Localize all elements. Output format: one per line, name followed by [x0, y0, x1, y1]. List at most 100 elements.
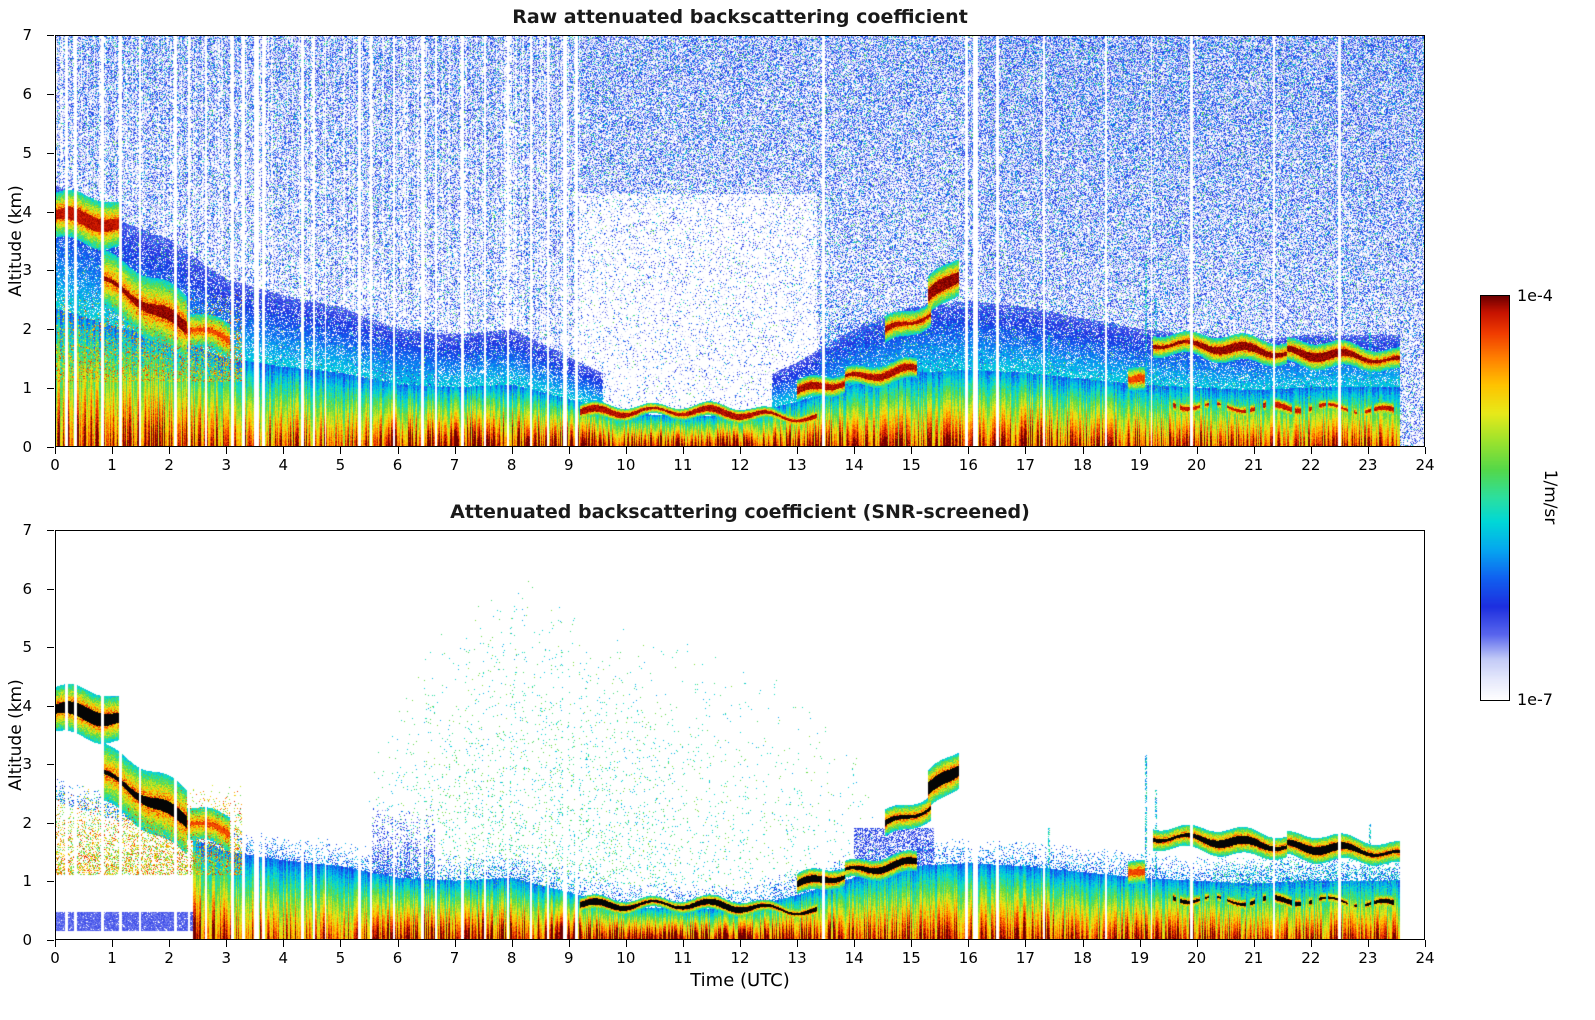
x-tick-mark: [740, 447, 741, 454]
y-tick-label: 6: [22, 84, 32, 103]
x-tick-mark: [1367, 447, 1369, 454]
raw-panel-y-tick-labels: 0 1 2 3 4 5 6 7: [0, 26, 44, 456]
x-tick-mark: [55, 940, 56, 947]
x-tick-mark: [797, 447, 799, 454]
x-tick-label: 4: [278, 456, 289, 474]
x-tick-mark: [226, 940, 228, 947]
x-tick-mark: [1425, 447, 1426, 454]
x-tick-label: 8: [506, 949, 517, 967]
x-tick-label: 5: [335, 949, 346, 967]
y-tick-label: 3: [22, 755, 32, 774]
x-tick-label: 1: [107, 456, 117, 474]
x-axis-label: Time (UTC): [690, 970, 790, 991]
x-tick-label: 18: [1072, 949, 1093, 967]
x-tick-mark: [1082, 940, 1084, 947]
raw-panel-x-tick-marks: [55, 447, 1426, 455]
x-tick-mark: [55, 447, 56, 454]
x-tick-label: 9: [563, 949, 574, 967]
x-tick-label: 3: [221, 456, 232, 474]
x-tick-label: 19: [1130, 949, 1150, 967]
y-tick-mark: [47, 881, 54, 883]
x-tick-mark: [454, 940, 456, 947]
x-tick-mark: [1139, 940, 1141, 947]
y-tick-label: 4: [22, 696, 32, 715]
x-tick-label: 4: [278, 949, 289, 967]
x-tick-label: 23: [1358, 949, 1378, 967]
x-tick-label: 11: [673, 949, 693, 967]
x-tick-label: 20: [1187, 456, 1207, 474]
x-tick-label: 8: [506, 456, 517, 474]
x-tick-mark: [112, 940, 114, 947]
x-tick-label: 2: [164, 949, 174, 967]
x-tick-mark: [1196, 447, 1198, 454]
y-tick-label: 7: [22, 521, 32, 539]
x-tick-label: 7: [449, 456, 460, 474]
raw-backscatter-heatmap: [55, 35, 1425, 447]
y-tick-label: 0: [22, 931, 32, 949]
x-tick-label: 9: [563, 456, 574, 474]
x-tick-mark: [169, 447, 171, 454]
colorbar-gradient: [1481, 296, 1509, 700]
y-tick-mark: [47, 705, 54, 707]
x-tick-mark: [568, 940, 570, 947]
x-tick-label: 13: [787, 949, 807, 967]
y-tick-mark: [47, 588, 54, 590]
screened-panel-title: Attenuated backscattering coefficient (S…: [450, 501, 1030, 523]
y-tick-mark: [47, 822, 54, 824]
x-tick-mark: [682, 447, 684, 454]
x-tick-mark: [1310, 447, 1312, 454]
x-tick-mark: [397, 447, 399, 454]
x-tick-label: 22: [1301, 456, 1321, 474]
y-tick-label: 4: [22, 202, 32, 221]
x-tick-mark: [283, 940, 285, 947]
x-tick-label: 12: [730, 456, 750, 474]
x-tick-mark: [340, 447, 342, 454]
y-tick-label: 7: [22, 26, 32, 44]
screened-panel-x-tick-labels: 0 1 2 3 4 5 6 7 8 9 10 11 12 13 14 15 16 17 18 19 20 21 22 23 24: [50, 949, 1434, 969]
x-tick-label: 12: [730, 949, 750, 967]
x-tick-mark: [1367, 940, 1369, 947]
y-tick-mark: [47, 447, 54, 448]
x-tick-label: 0: [50, 456, 60, 474]
y-tick-label: 3: [22, 261, 32, 280]
x-tick-mark: [340, 940, 342, 947]
x-tick-mark: [1025, 447, 1027, 454]
x-tick-label: 5: [335, 456, 346, 474]
x-tick-mark: [226, 447, 228, 454]
x-tick-label: 23: [1358, 456, 1378, 474]
screened-panel-x-tick-marks: [55, 940, 1426, 948]
x-tick-label: 7: [449, 949, 460, 967]
y-tick-mark: [47, 329, 54, 331]
colorbar-max-label: 1e-4: [1517, 286, 1553, 305]
y-tick-label: 6: [22, 579, 32, 598]
x-tick-mark: [1025, 940, 1027, 947]
x-tick-label: 20: [1187, 949, 1207, 967]
x-tick-label: 0: [50, 949, 60, 967]
x-tick-mark: [454, 447, 456, 454]
x-tick-label: 24: [1415, 456, 1435, 474]
x-tick-mark: [283, 447, 285, 454]
colorbar-min-label: 1e-7: [1517, 690, 1553, 709]
raw-panel-y-tick-marks: [47, 35, 55, 448]
x-tick-mark: [854, 940, 856, 947]
x-tick-label: 2: [164, 456, 174, 474]
x-tick-label: 17: [1015, 456, 1035, 474]
x-tick-mark: [911, 940, 913, 947]
x-tick-mark: [1139, 447, 1141, 454]
y-tick-mark: [47, 530, 54, 531]
x-tick-mark: [112, 447, 114, 454]
x-tick-label: 16: [958, 456, 978, 474]
x-tick-label: 22: [1301, 949, 1321, 967]
x-tick-mark: [397, 940, 399, 947]
y-tick-mark: [47, 93, 54, 95]
x-tick-mark: [511, 447, 513, 454]
x-tick-label: 24: [1415, 949, 1435, 967]
x-tick-label: 21: [1244, 456, 1264, 474]
x-tick-mark: [511, 940, 513, 947]
x-tick-mark: [682, 940, 684, 947]
x-tick-mark: [625, 940, 627, 947]
x-tick-label: 15: [901, 949, 921, 967]
x-tick-mark: [1310, 940, 1312, 947]
y-tick-mark: [47, 764, 54, 766]
